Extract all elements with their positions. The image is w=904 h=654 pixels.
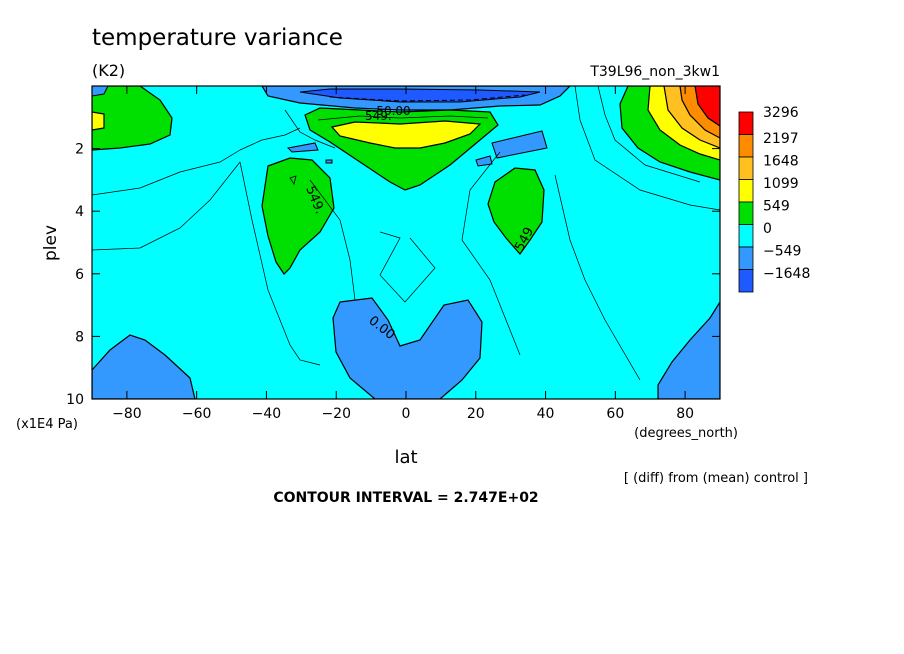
region-south-polar-green xyxy=(92,86,173,151)
colorbar-swatch-7 xyxy=(738,269,754,293)
region-patch-dot xyxy=(325,159,333,164)
contour-label-4: 549. xyxy=(365,109,392,123)
x-tick-label-3: −20 xyxy=(321,406,351,422)
contour-line-5 xyxy=(309,179,356,301)
x-tick-label-5: 20 xyxy=(467,406,485,422)
contour-line-3 xyxy=(239,127,301,151)
x-tick-label-1: −60 xyxy=(182,406,212,422)
region-equatorial-upper-yellow xyxy=(330,120,482,149)
run-label: T39L96_non_3kw1 xyxy=(589,64,720,80)
colorbar-swatch-1 xyxy=(738,134,754,158)
colorbar-label-2: 1648 xyxy=(763,153,799,169)
contour-line-1 xyxy=(92,149,241,196)
colorbar-swatch-0 xyxy=(738,111,754,135)
contour-south-small xyxy=(289,175,297,185)
y-tick-label-2: 6 xyxy=(75,267,84,283)
contour-line-11 xyxy=(284,109,336,149)
y-axis-units: (x1E4 Pa) xyxy=(16,417,78,432)
x-axis: −80 −60 −40 −20 0 20 40 60 80 xyxy=(112,86,694,422)
contour-line-6 xyxy=(379,231,436,303)
colorbar-label-5: 0 xyxy=(763,221,772,237)
x-tick-label-8: 80 xyxy=(676,406,694,422)
colorbar-swatch-4 xyxy=(738,201,754,225)
region-south-polar-top xyxy=(92,86,109,97)
contour-equatorial-upper-inner xyxy=(317,115,489,121)
units-label: (K2) xyxy=(92,61,125,80)
colorbar-label-1: 2197 xyxy=(763,131,799,147)
contour-interval: CONTOUR INTERVAL = 2.747E+02 xyxy=(273,490,538,506)
contour-line-7 xyxy=(461,151,521,356)
y-tick-label-3: 8 xyxy=(75,329,84,345)
region-south-subtropical-max xyxy=(261,157,335,275)
colorbar-label-7: −1648 xyxy=(763,266,810,282)
region-north-subtropical-max xyxy=(487,167,545,255)
region-north-polar-red xyxy=(694,86,720,127)
contour-line-8 xyxy=(574,86,720,211)
colorbar-label-3: 1099 xyxy=(763,176,799,192)
colorbar: 3296 2197 1648 1099 549 0 −549 −1648 xyxy=(738,105,810,293)
x-axis-units: (degrees_north) xyxy=(634,426,738,441)
y-tick-label-0: 2 xyxy=(75,142,84,158)
y-tick-label-4: 10 xyxy=(66,392,84,408)
contour-line-10 xyxy=(554,174,641,381)
colorbar-label-6: −549 xyxy=(763,243,801,259)
contour-line-2 xyxy=(92,161,241,251)
x-axis-label: lat xyxy=(394,447,417,468)
region-top-dark xyxy=(299,88,541,103)
chart-title: temperature variance xyxy=(92,25,343,51)
diff-note: [ (diff) from (mean) control ] xyxy=(624,471,808,486)
y-axis-label: plev xyxy=(41,225,61,261)
region-equatorial-lower-min xyxy=(332,297,483,399)
colorbar-swatch-6 xyxy=(738,246,754,270)
region-north-polar-lower-min xyxy=(657,300,720,399)
region-patch-right xyxy=(491,130,548,159)
y-axis: 2 4 6 8 10 xyxy=(66,142,720,408)
contour-line-9 xyxy=(597,86,701,183)
x-tick-label-0: −80 xyxy=(112,406,142,422)
colorbar-label-4: 549 xyxy=(763,198,790,214)
region-south-polar-lower-min xyxy=(92,334,196,399)
y-tick-label-1: 4 xyxy=(75,204,84,220)
contour-line-4 xyxy=(239,161,321,366)
x-tick-label-6: 40 xyxy=(537,406,555,422)
colorbar-swatch-3 xyxy=(738,179,754,203)
colorbar-swatch-5 xyxy=(738,224,754,248)
colorbar-label-0: 3296 xyxy=(763,105,799,121)
x-tick-label-4: 0 xyxy=(402,406,411,422)
region-patch-right-small xyxy=(475,155,493,167)
colorbar-swatch-2 xyxy=(738,156,754,180)
x-tick-label-7: 60 xyxy=(606,406,624,422)
contour-negative-dashed xyxy=(329,94,526,102)
plot-area: 549. 549 0.00 549. -50.00 xyxy=(92,86,720,399)
region-patch-left xyxy=(286,142,319,153)
region-south-polar-yellow xyxy=(92,111,105,131)
x-tick-label-2: −40 xyxy=(252,406,282,422)
contour-label-5: -50.00 xyxy=(372,104,411,118)
